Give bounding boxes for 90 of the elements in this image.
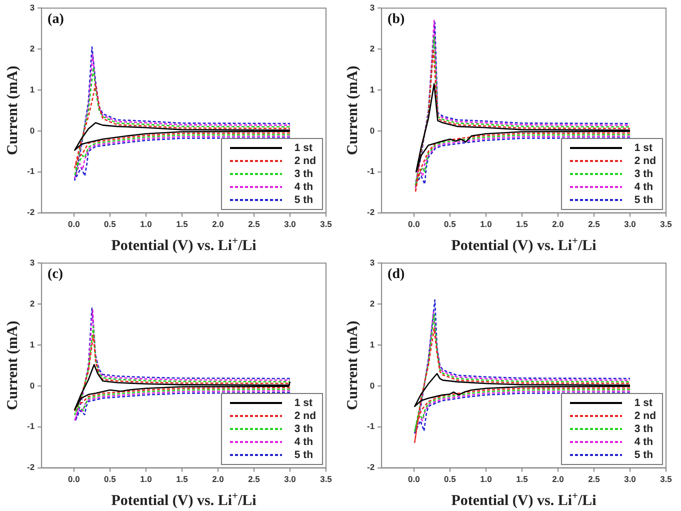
y-tick-label: 3 — [30, 257, 35, 268]
y-axis-title: Current (mA) — [4, 320, 21, 410]
y-tick-label: 3 — [370, 257, 375, 268]
x-tick-label: 2.0 — [552, 474, 564, 484]
y-tick-label: 1 — [30, 339, 35, 350]
legend-label: 5 th — [634, 194, 654, 206]
x-axis-title: Potential (V) vs. Li$^{+}$/Li — [111, 236, 256, 255]
x-tick-label: 2.5 — [588, 474, 600, 484]
y-tick-label: -2 — [366, 207, 375, 218]
y-tick-label: 1 — [370, 84, 375, 94]
chart-title: (d) — [388, 267, 405, 284]
y-tick-label: 3 — [30, 2, 35, 12]
y-tick-label: 2 — [30, 43, 35, 54]
legend-label: 4 th — [634, 436, 654, 448]
legend-label: 1 st — [634, 142, 652, 154]
legend-label: 1 st — [634, 397, 652, 410]
legend-label: 4 th — [294, 181, 314, 194]
x-tick-label: 0.0 — [68, 219, 80, 230]
x-tick-label: 0.5 — [104, 474, 116, 484]
legend-label: 5 th — [294, 449, 314, 462]
legend-label: 4 th — [634, 181, 654, 194]
x-tick-label: 3.0 — [624, 219, 636, 230]
y-tick-label: -1 — [26, 421, 35, 432]
legend-label: 2 nd — [634, 155, 656, 168]
x-tick-label: 3.0 — [284, 474, 296, 484]
x-tick-label: 3.5 — [320, 474, 332, 484]
x-tick-label: 0.5 — [444, 219, 456, 230]
chart-title: (b) — [388, 12, 405, 28]
x-tick-label: 2.0 — [552, 219, 564, 230]
x-tick-label: 3.0 — [284, 219, 296, 230]
legend-label: 3 th — [294, 168, 314, 180]
y-tick-label: 2 — [30, 298, 35, 308]
x-axis-title: Potential (V) vs. Li$^{+}$/Li — [111, 491, 256, 510]
y-tick-label: 2 — [370, 298, 375, 308]
legend-label: 2 nd — [294, 155, 316, 168]
x-tick-label: 0.0 — [408, 219, 420, 230]
x-tick-label: 2.5 — [248, 474, 260, 484]
x-tick-label: 0.5 — [104, 219, 116, 230]
x-tick-label: 1.0 — [140, 219, 152, 230]
x-tick-label: 3.5 — [660, 219, 672, 230]
x-tick-label: 2.5 — [588, 219, 600, 230]
legend-label: 4 th — [294, 436, 314, 448]
legend-label: 1 st — [294, 397, 312, 410]
legend-label: 3 th — [634, 168, 654, 180]
x-tick-label: 0.0 — [408, 474, 420, 484]
x-tick-label: 1.0 — [480, 219, 492, 230]
y-tick-label: -1 — [366, 166, 375, 176]
x-tick-label: 1.5 — [176, 219, 188, 230]
x-tick-label: 2.0 — [212, 219, 224, 230]
x-tick-label: 3.5 — [660, 474, 672, 484]
x-tick-label: 3.0 — [624, 474, 636, 484]
y-tick-label: 0 — [30, 125, 35, 136]
y-tick-label: -2 — [26, 207, 35, 218]
chart-title: (a) — [48, 12, 64, 28]
y-axis-title: Current (mA) — [4, 66, 21, 156]
y-tick-label: 0 — [370, 125, 375, 136]
line-series — [414, 328, 631, 444]
x-tick-label: 1.0 — [480, 474, 492, 484]
x-tick-label: 2.0 — [212, 474, 224, 484]
y-tick-label: 0 — [370, 380, 375, 390]
x-tick-label: 2.5 — [248, 219, 260, 230]
x-axis-title: Potential (V) vs. Li$^{+}$/Li — [451, 491, 596, 510]
line-series — [74, 83, 291, 168]
y-tick-label: 1 — [30, 84, 35, 94]
x-tick-label: 1.5 — [516, 219, 528, 230]
x-tick-label: 0.0 — [68, 474, 80, 484]
y-axis-title: Current (mA) — [344, 66, 361, 156]
legend-label: 2 nd — [294, 410, 316, 422]
y-tick-label: 1 — [370, 339, 375, 350]
legend-label: 5 th — [634, 449, 654, 462]
x-tick-label: 1.5 — [516, 474, 528, 484]
y-axis-title: Current (mA) — [344, 320, 361, 410]
legend-label: 5 th — [294, 194, 314, 206]
y-tick-label: 2 — [370, 43, 375, 54]
chart-title: (c) — [48, 267, 64, 284]
y-tick-label: -2 — [26, 462, 35, 472]
legend-label: 3 th — [294, 423, 314, 436]
x-tick-label: 3.5 — [320, 219, 332, 230]
y-tick-label: -2 — [366, 462, 375, 472]
x-tick-label: 1.0 — [140, 474, 152, 484]
x-tick-label: 1.5 — [176, 474, 188, 484]
x-tick-label: 0.5 — [444, 474, 456, 484]
y-tick-label: -1 — [26, 166, 35, 176]
y-tick-label: 3 — [370, 2, 375, 12]
legend-label: 2 nd — [634, 410, 656, 422]
y-tick-label: -1 — [366, 421, 375, 432]
legend-label: 3 th — [634, 423, 654, 436]
x-axis-title: Potential (V) vs. Li$^{+}$/Li — [451, 236, 596, 255]
y-tick-label: 0 — [30, 380, 35, 390]
legend-label: 1 st — [294, 142, 312, 154]
